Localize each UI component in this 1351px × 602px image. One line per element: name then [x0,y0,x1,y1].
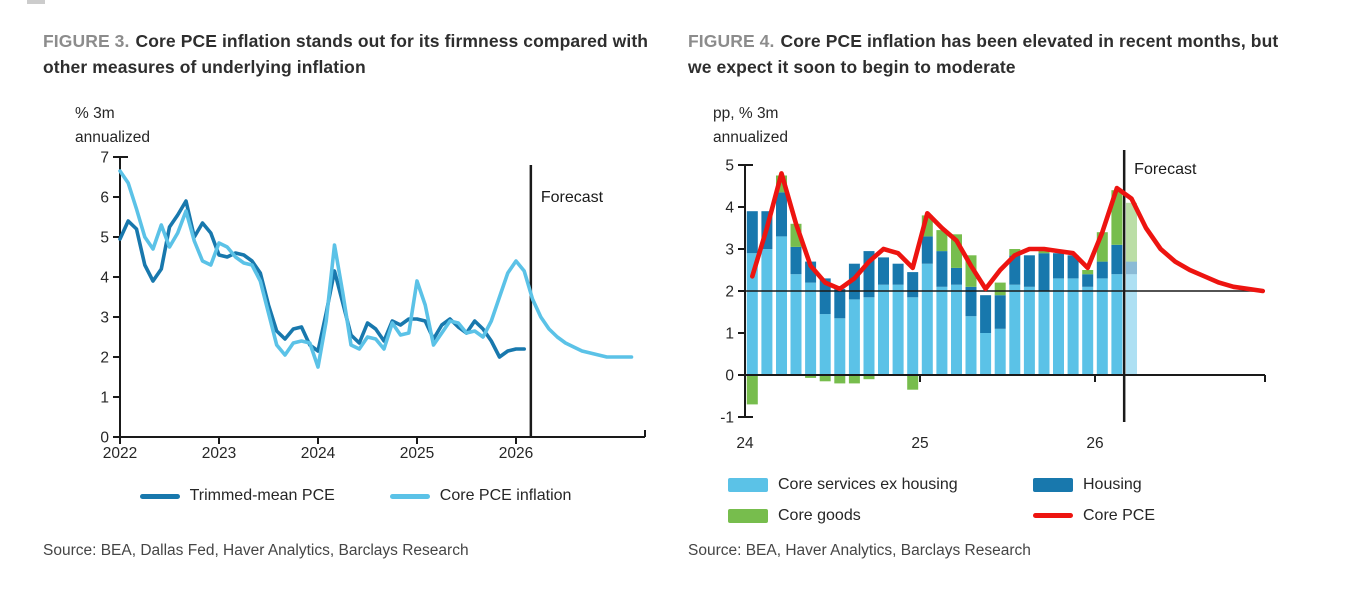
legend-item-housing: Housing [1033,476,1313,494]
figure-4-source: Source: BEA, Haver Analytics, Barclays R… [688,542,1031,559]
svg-text:24: 24 [736,435,754,452]
figure-3-title-text: Core PCE inflation stands out for its fi… [43,31,649,77]
svg-text:-1: -1 [720,410,734,427]
svg-text:25: 25 [911,435,928,452]
svg-text:% 3m: % 3m [75,105,115,122]
core-pce-contributions-stacked-bar-chart: 24 25 26 -1 0 1 2 3 4 5 pp, % 3m annualized Forecast [713,105,1266,452]
svg-text:5: 5 [100,230,109,247]
legend-label-core-pce: Core PCE [1083,506,1156,524]
legend-label-core-goods: Core goods [778,506,861,524]
svg-text:3: 3 [725,242,734,259]
figure-4-panel: FIGURE 4. Core PCE inflation has been ele… [688,28,1313,560]
trimmed-mean-vs-core-pce-line-chart: 2022 2023 2024 2025 2026 0 1 2 3 4 5 6 7 % 3m annualiz… [75,105,646,462]
svg-text:annualized: annualized [713,129,788,146]
svg-text:Forecast: Forecast [1134,161,1197,178]
figure-3-source: Source: BEA, Dallas Fed, Haver Analytics… [43,542,469,559]
legend-item-core-pce-inflation: Core PCE inflation [389,487,572,505]
svg-text:2023: 2023 [202,445,236,462]
svg-text:annualized: annualized [75,129,150,146]
core-goods-swatch [728,508,768,523]
legend-label-housing: Housing [1083,475,1142,493]
svg-text:7: 7 [100,150,109,167]
svg-text:5: 5 [725,158,734,175]
legend-label-trimmed-mean-pce: Trimmed-mean PCE [189,487,335,504]
figure-3-panel: FIGURE 3. Core PCE inflation stands out f… [43,28,668,560]
svg-text:2024: 2024 [301,445,336,462]
figure-4-label: FIGURE 4. [688,31,775,51]
figure-3-legend: Trimmed-mean PCE Core PCE inflation [43,464,668,528]
legend-item-core-services-ex-housing: Core services ex housing [728,476,1033,494]
legend-item-core-goods: Core goods [728,507,1033,525]
svg-text:2025: 2025 [400,445,434,462]
legend-label-core-pce-inflation: Core PCE inflation [439,487,572,504]
core-pce-inflation-line-swatch [389,493,430,499]
svg-text:6: 6 [100,190,109,207]
svg-text:2022: 2022 [103,445,137,462]
core-pce-line-swatch [1033,513,1073,518]
svg-text:Forecast: Forecast [541,189,604,206]
core-services-ex-housing-swatch [728,477,768,492]
svg-text:2: 2 [725,284,734,301]
figure-3-label: FIGURE 3. [43,31,130,51]
housing-swatch [1033,477,1073,492]
figure-4-title-text: Core PCE inflation has been elevated in … [688,31,1279,77]
svg-text:4: 4 [725,200,734,217]
legend-item-core-pce: Core PCE [1033,507,1313,525]
svg-text:2026: 2026 [499,445,533,462]
trimmed-mean-pce-line-swatch [139,493,180,499]
svg-text:3: 3 [100,310,109,327]
legend-item-trimmed-mean-pce: Trimmed-mean PCE [139,487,335,505]
page-corner-mark [27,0,45,4]
figure-4-title: FIGURE 4. Core PCE inflation has been ele… [688,28,1300,80]
svg-text:2: 2 [100,350,109,367]
legend-label-core-services-ex-housing: Core services ex housing [778,475,958,493]
svg-text:4: 4 [100,270,109,287]
svg-text:26: 26 [1086,435,1103,452]
figure-3-title: FIGURE 3. Core PCE inflation stands out f… [43,28,655,80]
figure-4-legend: Core services ex housing Housing Core go… [688,464,1313,528]
svg-text:0: 0 [725,368,734,385]
svg-text:1: 1 [725,326,734,343]
svg-text:1: 1 [100,390,109,407]
svg-text:pp, % 3m: pp, % 3m [713,105,778,122]
svg-text:0: 0 [100,430,109,447]
